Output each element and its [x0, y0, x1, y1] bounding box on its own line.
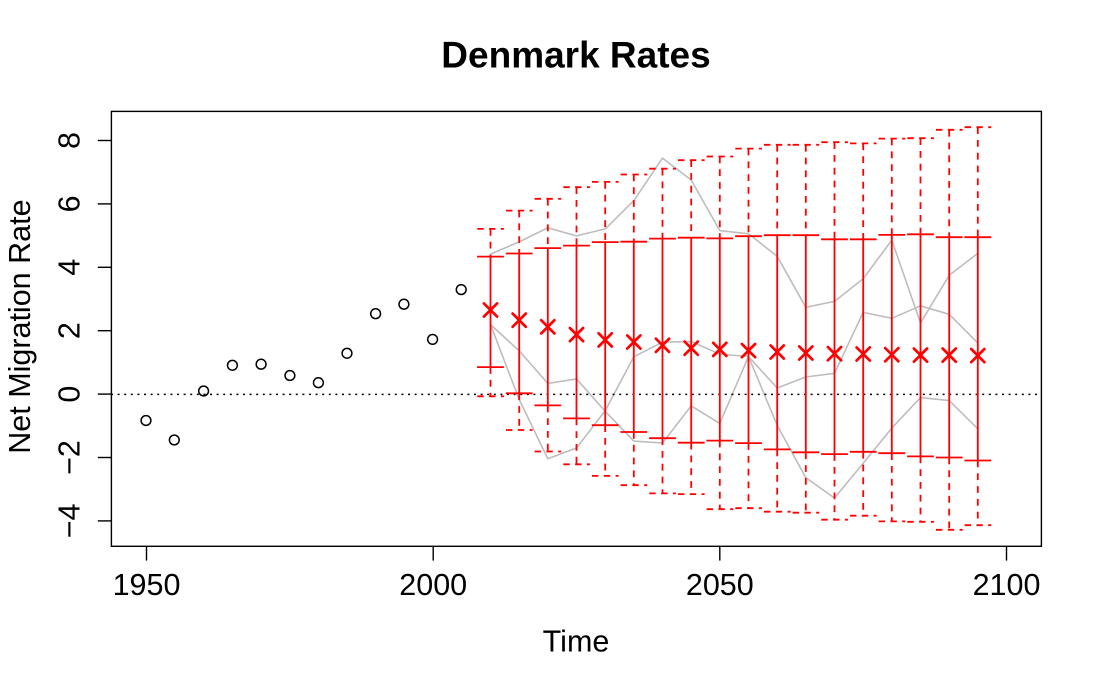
- svg-text:2050: 2050: [686, 568, 754, 602]
- svg-text:Net Migration Rate: Net Migration Rate: [3, 199, 37, 453]
- svg-text:0: 0: [53, 386, 87, 403]
- svg-text:2100: 2100: [973, 568, 1041, 602]
- svg-text:4: 4: [53, 259, 87, 276]
- svg-text:−2: −2: [53, 440, 87, 475]
- svg-text:2000: 2000: [399, 568, 467, 602]
- svg-text:6: 6: [53, 195, 87, 212]
- svg-text:2: 2: [53, 322, 87, 339]
- svg-text:Denmark Rates: Denmark Rates: [441, 35, 710, 76]
- svg-text:1950: 1950: [113, 568, 181, 602]
- svg-text:−4: −4: [53, 503, 87, 538]
- svg-text:Time: Time: [543, 625, 610, 659]
- svg-text:8: 8: [53, 132, 87, 149]
